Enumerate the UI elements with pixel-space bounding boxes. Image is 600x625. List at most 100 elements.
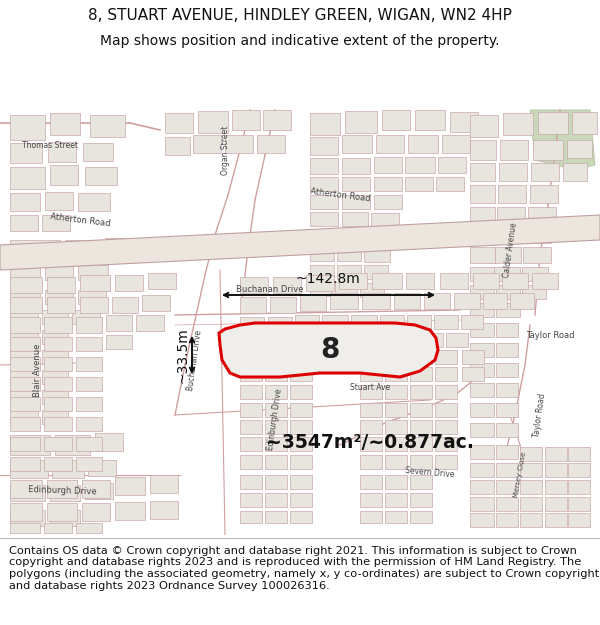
Bar xyxy=(10,435,50,455)
Bar xyxy=(257,135,285,153)
Bar xyxy=(470,115,498,137)
Bar xyxy=(528,207,556,223)
Bar xyxy=(268,317,292,331)
Bar xyxy=(410,350,432,364)
Bar xyxy=(50,165,78,185)
Bar xyxy=(165,113,193,133)
Bar xyxy=(315,333,339,347)
Bar xyxy=(263,110,291,130)
Bar xyxy=(502,273,528,289)
Bar xyxy=(510,293,534,309)
Bar xyxy=(563,163,587,181)
Text: Taylor Road: Taylor Road xyxy=(532,392,548,438)
Bar xyxy=(265,367,287,381)
Bar xyxy=(10,485,45,501)
Bar xyxy=(342,135,372,153)
Bar xyxy=(10,417,40,431)
Bar xyxy=(470,227,495,243)
Bar xyxy=(10,265,40,280)
Bar xyxy=(310,247,334,261)
Text: Buchanan Drive: Buchanan Drive xyxy=(236,286,304,294)
Bar xyxy=(496,513,518,527)
Bar xyxy=(520,497,542,511)
Bar xyxy=(45,192,73,210)
Bar xyxy=(330,293,358,309)
Bar xyxy=(374,157,402,173)
Bar xyxy=(240,333,262,347)
Bar xyxy=(50,510,80,526)
Bar xyxy=(198,111,228,133)
Bar xyxy=(415,110,445,130)
Bar xyxy=(360,420,382,434)
Bar xyxy=(435,455,457,469)
Bar xyxy=(76,317,102,333)
Bar xyxy=(240,437,262,451)
Bar xyxy=(410,367,432,381)
Bar xyxy=(45,290,73,304)
Bar xyxy=(42,410,68,424)
Bar xyxy=(410,455,432,469)
Bar xyxy=(337,247,361,261)
Bar xyxy=(470,480,494,494)
Bar xyxy=(82,503,110,521)
Bar xyxy=(371,213,399,227)
Bar xyxy=(545,463,567,477)
Bar xyxy=(290,475,312,489)
Bar xyxy=(436,177,464,191)
Bar xyxy=(470,423,494,437)
Bar xyxy=(351,315,377,329)
Bar xyxy=(88,460,116,476)
Bar xyxy=(106,315,132,331)
Bar xyxy=(496,227,522,243)
Bar xyxy=(496,323,518,337)
Bar xyxy=(568,463,590,477)
Bar xyxy=(435,420,457,434)
Bar xyxy=(78,290,106,304)
Bar xyxy=(496,363,518,377)
Bar xyxy=(470,403,494,417)
Bar xyxy=(496,303,520,317)
Bar xyxy=(10,460,48,478)
Bar xyxy=(148,273,176,289)
Bar xyxy=(385,455,407,469)
Bar xyxy=(290,350,312,364)
Bar xyxy=(360,283,384,297)
Bar xyxy=(360,403,382,417)
Bar xyxy=(10,330,38,344)
Bar xyxy=(10,377,40,391)
Bar xyxy=(394,293,420,309)
Text: Thomas Street: Thomas Street xyxy=(22,141,78,149)
Bar xyxy=(376,135,404,153)
Bar xyxy=(520,447,542,461)
Bar xyxy=(106,335,132,349)
Bar xyxy=(522,285,546,299)
Bar xyxy=(374,195,402,209)
Bar xyxy=(339,273,367,289)
Bar xyxy=(42,370,68,384)
Text: Edinburgh Drive: Edinburgh Drive xyxy=(266,389,284,451)
Bar xyxy=(76,437,102,451)
Bar xyxy=(380,315,404,329)
Bar xyxy=(374,177,402,191)
Bar xyxy=(105,238,133,254)
Bar xyxy=(410,475,432,489)
Bar xyxy=(495,247,521,263)
Bar xyxy=(435,350,457,364)
Bar xyxy=(520,480,542,494)
Bar xyxy=(310,158,338,174)
Bar xyxy=(568,513,590,527)
Bar xyxy=(10,115,45,140)
Text: Calder Avenue: Calder Avenue xyxy=(502,222,518,278)
Bar xyxy=(310,212,338,226)
Text: Edinburgh Drive: Edinburgh Drive xyxy=(28,485,97,497)
Bar xyxy=(290,403,312,417)
Text: Buchanan Drive: Buchanan Drive xyxy=(186,329,204,391)
Bar xyxy=(290,455,312,469)
Bar xyxy=(55,435,90,455)
Bar xyxy=(322,315,348,329)
Bar xyxy=(290,385,312,399)
Bar xyxy=(369,231,397,245)
Bar xyxy=(265,385,287,399)
Bar xyxy=(142,295,170,311)
Bar xyxy=(240,455,262,469)
